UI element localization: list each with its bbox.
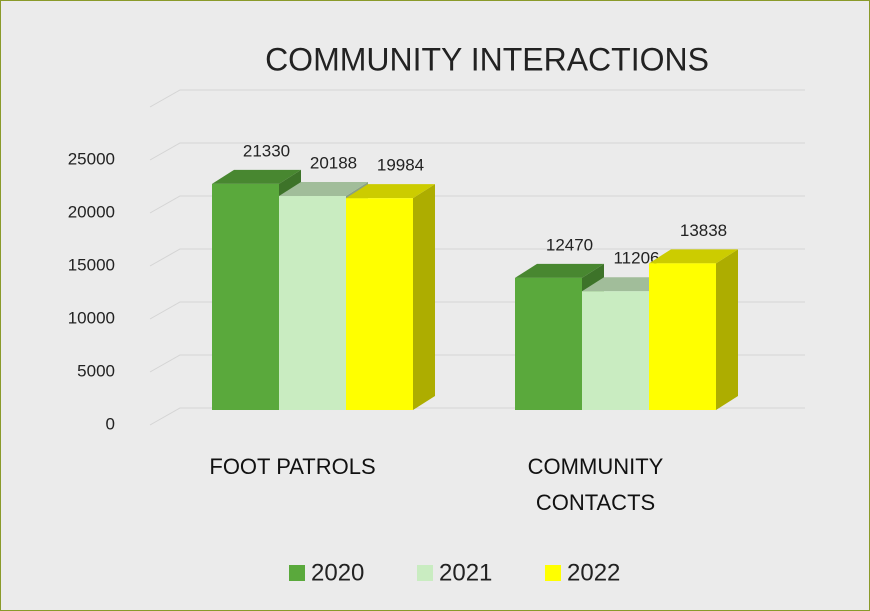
y-tick-label: 20000 <box>68 202 115 221</box>
grid-line <box>149 89 805 108</box>
y-tick-label: 10000 <box>68 308 115 327</box>
bar-side <box>413 184 435 410</box>
x-tick-label: FOOT PATROLS <box>209 454 376 479</box>
legend-label: 2022 <box>567 559 620 586</box>
legend-swatch <box>545 565 561 581</box>
chart-title: COMMUNITY INTERACTIONS <box>265 41 709 77</box>
grid-line <box>149 195 805 214</box>
y-tick-label: 25000 <box>68 149 115 168</box>
x-tick-label: COMMUNITY CONTACTS <box>527 454 664 515</box>
grid-line <box>149 142 805 161</box>
data-label: 13838 <box>680 221 727 240</box>
bar-top <box>649 249 738 264</box>
bar-side <box>716 249 738 410</box>
bar <box>649 263 716 410</box>
bar-top <box>582 277 671 292</box>
bar-top <box>212 169 301 184</box>
legend-label: 2021 <box>439 559 492 586</box>
data-label: 20188 <box>310 153 357 172</box>
bar-top <box>346 184 435 199</box>
y-tick-label: 0 <box>106 414 115 433</box>
data-label: 11206 <box>613 249 659 268</box>
grid-line <box>149 248 805 267</box>
legend-swatch <box>289 565 305 581</box>
data-label: 21330 <box>243 141 290 160</box>
data-label: 19984 <box>377 156 424 175</box>
bar-top <box>515 263 604 278</box>
bar-top <box>279 182 368 197</box>
legend-label: 2020 <box>311 559 364 586</box>
y-tick-label: 5000 <box>77 361 115 380</box>
bar <box>582 291 649 410</box>
bar <box>212 183 279 410</box>
data-label: 12470 <box>546 235 593 254</box>
bar <box>515 277 582 410</box>
bar <box>279 196 346 410</box>
legend-swatch <box>417 565 433 581</box>
bar <box>346 198 413 410</box>
y-tick-label: 15000 <box>68 255 115 274</box>
